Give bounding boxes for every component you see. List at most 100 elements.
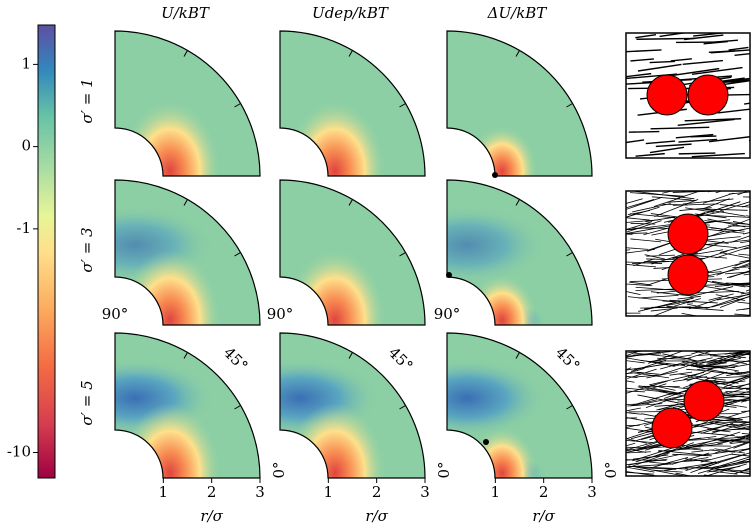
particle [687,74,729,116]
colorbar-tick-label: -10 [7,443,31,461]
rod [686,368,714,372]
rod [632,447,674,462]
rod [688,376,742,389]
rod [674,191,702,200]
marker-dot [446,272,452,278]
rod [733,467,750,475]
rod [628,130,660,133]
rod [644,254,665,260]
rod [626,261,663,264]
rod [632,203,671,213]
rod [630,238,662,243]
rod [735,307,750,311]
rod [626,471,655,475]
rod [729,270,750,278]
rod [708,293,734,301]
rod [626,402,650,406]
rod [732,266,750,269]
angle-tick [566,103,573,108]
rod [635,34,657,39]
rod [626,291,641,296]
angle-label: 0° [435,461,453,478]
rod [706,463,747,476]
rod [626,72,652,78]
rod [691,66,743,75]
rod [740,240,750,244]
particle [667,213,709,255]
rod-snapshot [626,351,750,476]
panel-border [279,30,426,177]
rod [734,371,750,375]
rod [681,364,736,369]
rod [730,235,750,243]
x-tick-label: 1 [324,483,334,501]
panel-border [114,30,261,177]
marker-dot [492,172,498,178]
column-title: ΔU/kBT [487,4,548,22]
x-tick-label: 3 [255,483,265,501]
rod [626,220,662,233]
angle-label: 90° [267,305,294,323]
rod [649,371,705,386]
panel-border [279,332,426,479]
rod [659,33,688,38]
x-tick-label: 1 [491,483,501,501]
rod [739,468,750,473]
panel-border [446,332,593,479]
angle-tick [348,50,353,57]
rod [649,60,675,64]
rod [629,281,651,286]
panel-border [446,179,593,326]
rod [626,360,645,364]
rod [630,392,674,407]
rod [640,306,691,309]
particle [683,380,725,422]
rod [669,371,693,376]
rod [697,351,750,356]
x-tick-label: 2 [372,483,382,501]
rod [626,249,631,251]
angle-label: 0° [602,461,620,478]
rod [722,359,750,368]
rod [638,467,677,470]
rod [626,466,655,473]
x-tick-label: 2 [539,483,549,501]
rod [626,367,632,371]
rod [709,470,738,475]
rod [635,152,665,157]
rod [637,63,682,72]
rod [742,204,750,208]
angle-tick [234,252,241,257]
rod [626,439,653,443]
angle-tick [183,352,188,359]
rod [704,227,750,238]
angle-label: 90° [102,305,129,323]
hot-spot [285,101,385,176]
x-axis-label: r/σ [365,507,388,525]
rod [660,360,690,370]
rod [645,140,676,145]
rod [744,102,750,105]
angle-tick [399,103,406,108]
rod [637,394,690,406]
rod [626,199,655,209]
rod [710,191,714,192]
rod [646,371,678,379]
rod [726,370,750,377]
panel-border [114,332,261,479]
rod [655,143,692,148]
rod [630,222,656,225]
rod [711,280,746,288]
rod [706,375,750,379]
polar-panel [115,333,260,478]
rod [738,253,750,256]
rod [736,423,750,426]
rod [693,255,728,259]
rod [700,453,734,463]
rod [709,449,736,453]
rod [683,459,711,462]
rod [725,271,750,275]
rod [653,197,680,207]
rod [630,192,685,197]
